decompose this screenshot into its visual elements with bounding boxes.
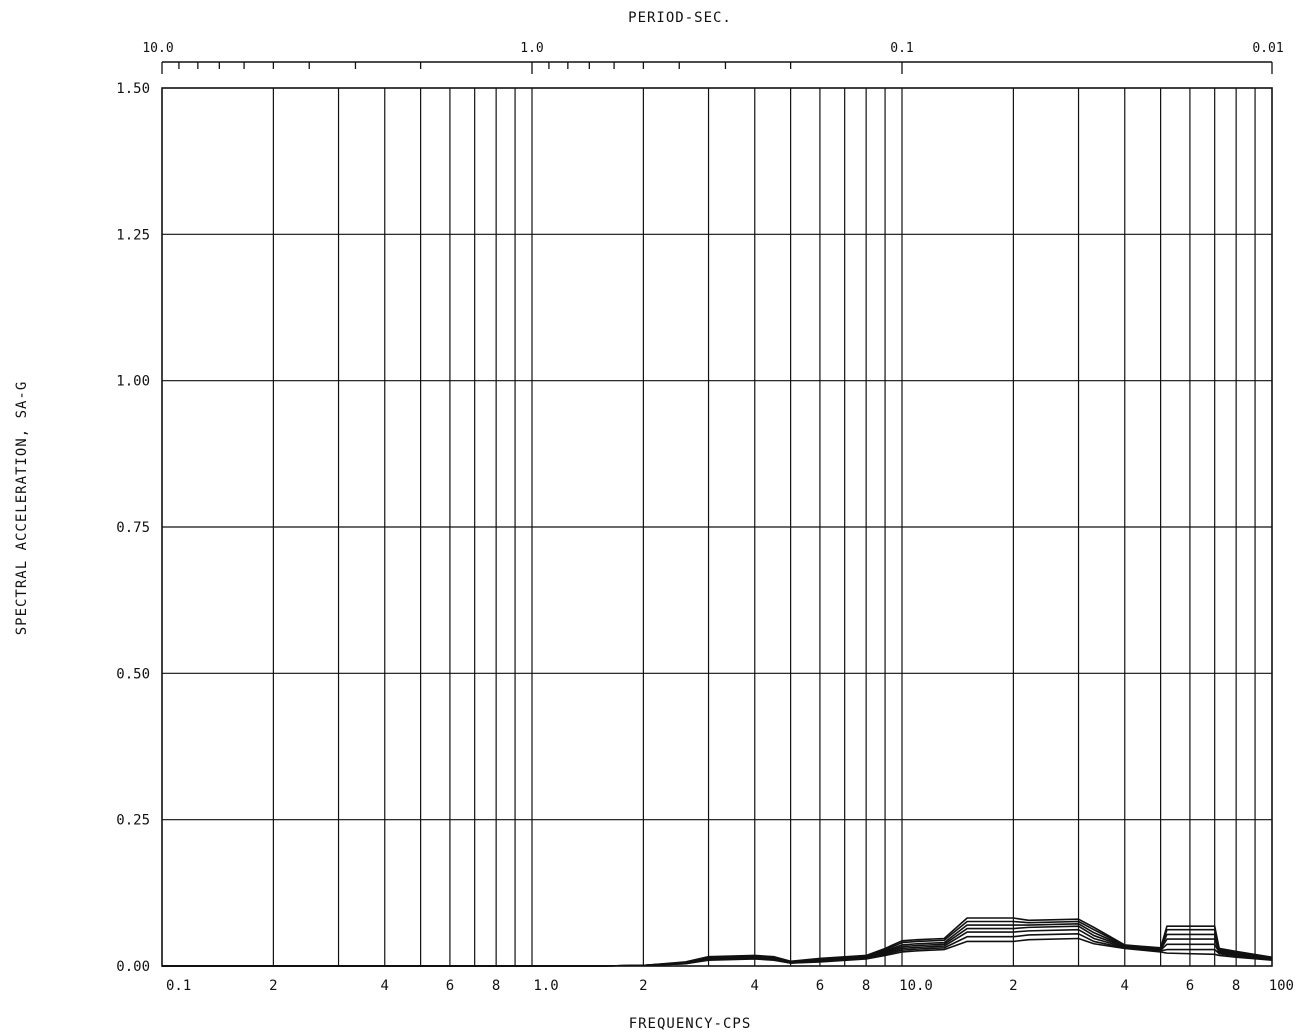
y-tick-label: 1.50 [116, 81, 150, 97]
period-tick-label: 0.01 [1252, 41, 1283, 56]
x-tick-label: 100 [1269, 978, 1294, 994]
period-axis-label: PERIOD-SEC. [628, 10, 732, 26]
grid-lines [162, 88, 1272, 966]
x-tick-label: 0.1 [166, 978, 191, 994]
x-tick-label: 8 [492, 978, 500, 994]
y-axis-label: SPECTRAL ACCELERATION, SA-G [14, 381, 30, 636]
y-tick-label: 0.25 [116, 813, 150, 829]
y-tick-label: 0.75 [116, 520, 150, 536]
x-tick-label: 4 [1121, 978, 1129, 994]
series-line [162, 917, 1273, 967]
x-tick-label: 4 [381, 978, 389, 994]
period-tick-label: 10.0 [142, 41, 173, 56]
period-tick-label: 1.0 [520, 41, 543, 56]
y-tick-label: 1.00 [116, 374, 150, 390]
tick-labels: 0.00 0.25 0.50 0.75 1.00 1.25 1.50 0.1 2 4 6 8 1.0 2 4… [116, 41, 1294, 994]
x-axis-label: FREQUENCY-CPS [629, 1016, 752, 1032]
period-tick-label: 0.1 [890, 41, 913, 56]
x-tick-label: 1.0 [533, 978, 558, 994]
x-tick-label: 8 [862, 978, 870, 994]
y-tick-label: 0.00 [116, 959, 150, 975]
x-tick-label: 8 [1232, 978, 1240, 994]
x-tick-label: 2 [639, 978, 647, 994]
x-tick-label: 6 [1186, 978, 1194, 994]
series-line [162, 933, 1273, 967]
x-tick-label: 4 [751, 978, 759, 994]
x-tick-label: 6 [816, 978, 824, 994]
plot-frame [161, 87, 1273, 967]
y-tick-label: 0.50 [116, 666, 150, 682]
series-lines [162, 917, 1273, 967]
x-tick-label: 2 [1009, 978, 1017, 994]
period-axis-ticks [161, 61, 1273, 74]
x-tick-label: 6 [446, 978, 454, 994]
y-tick-label: 1.25 [116, 227, 150, 243]
x-tick-label: 10.0 [899, 978, 933, 994]
x-tick-label: 2 [269, 978, 277, 994]
